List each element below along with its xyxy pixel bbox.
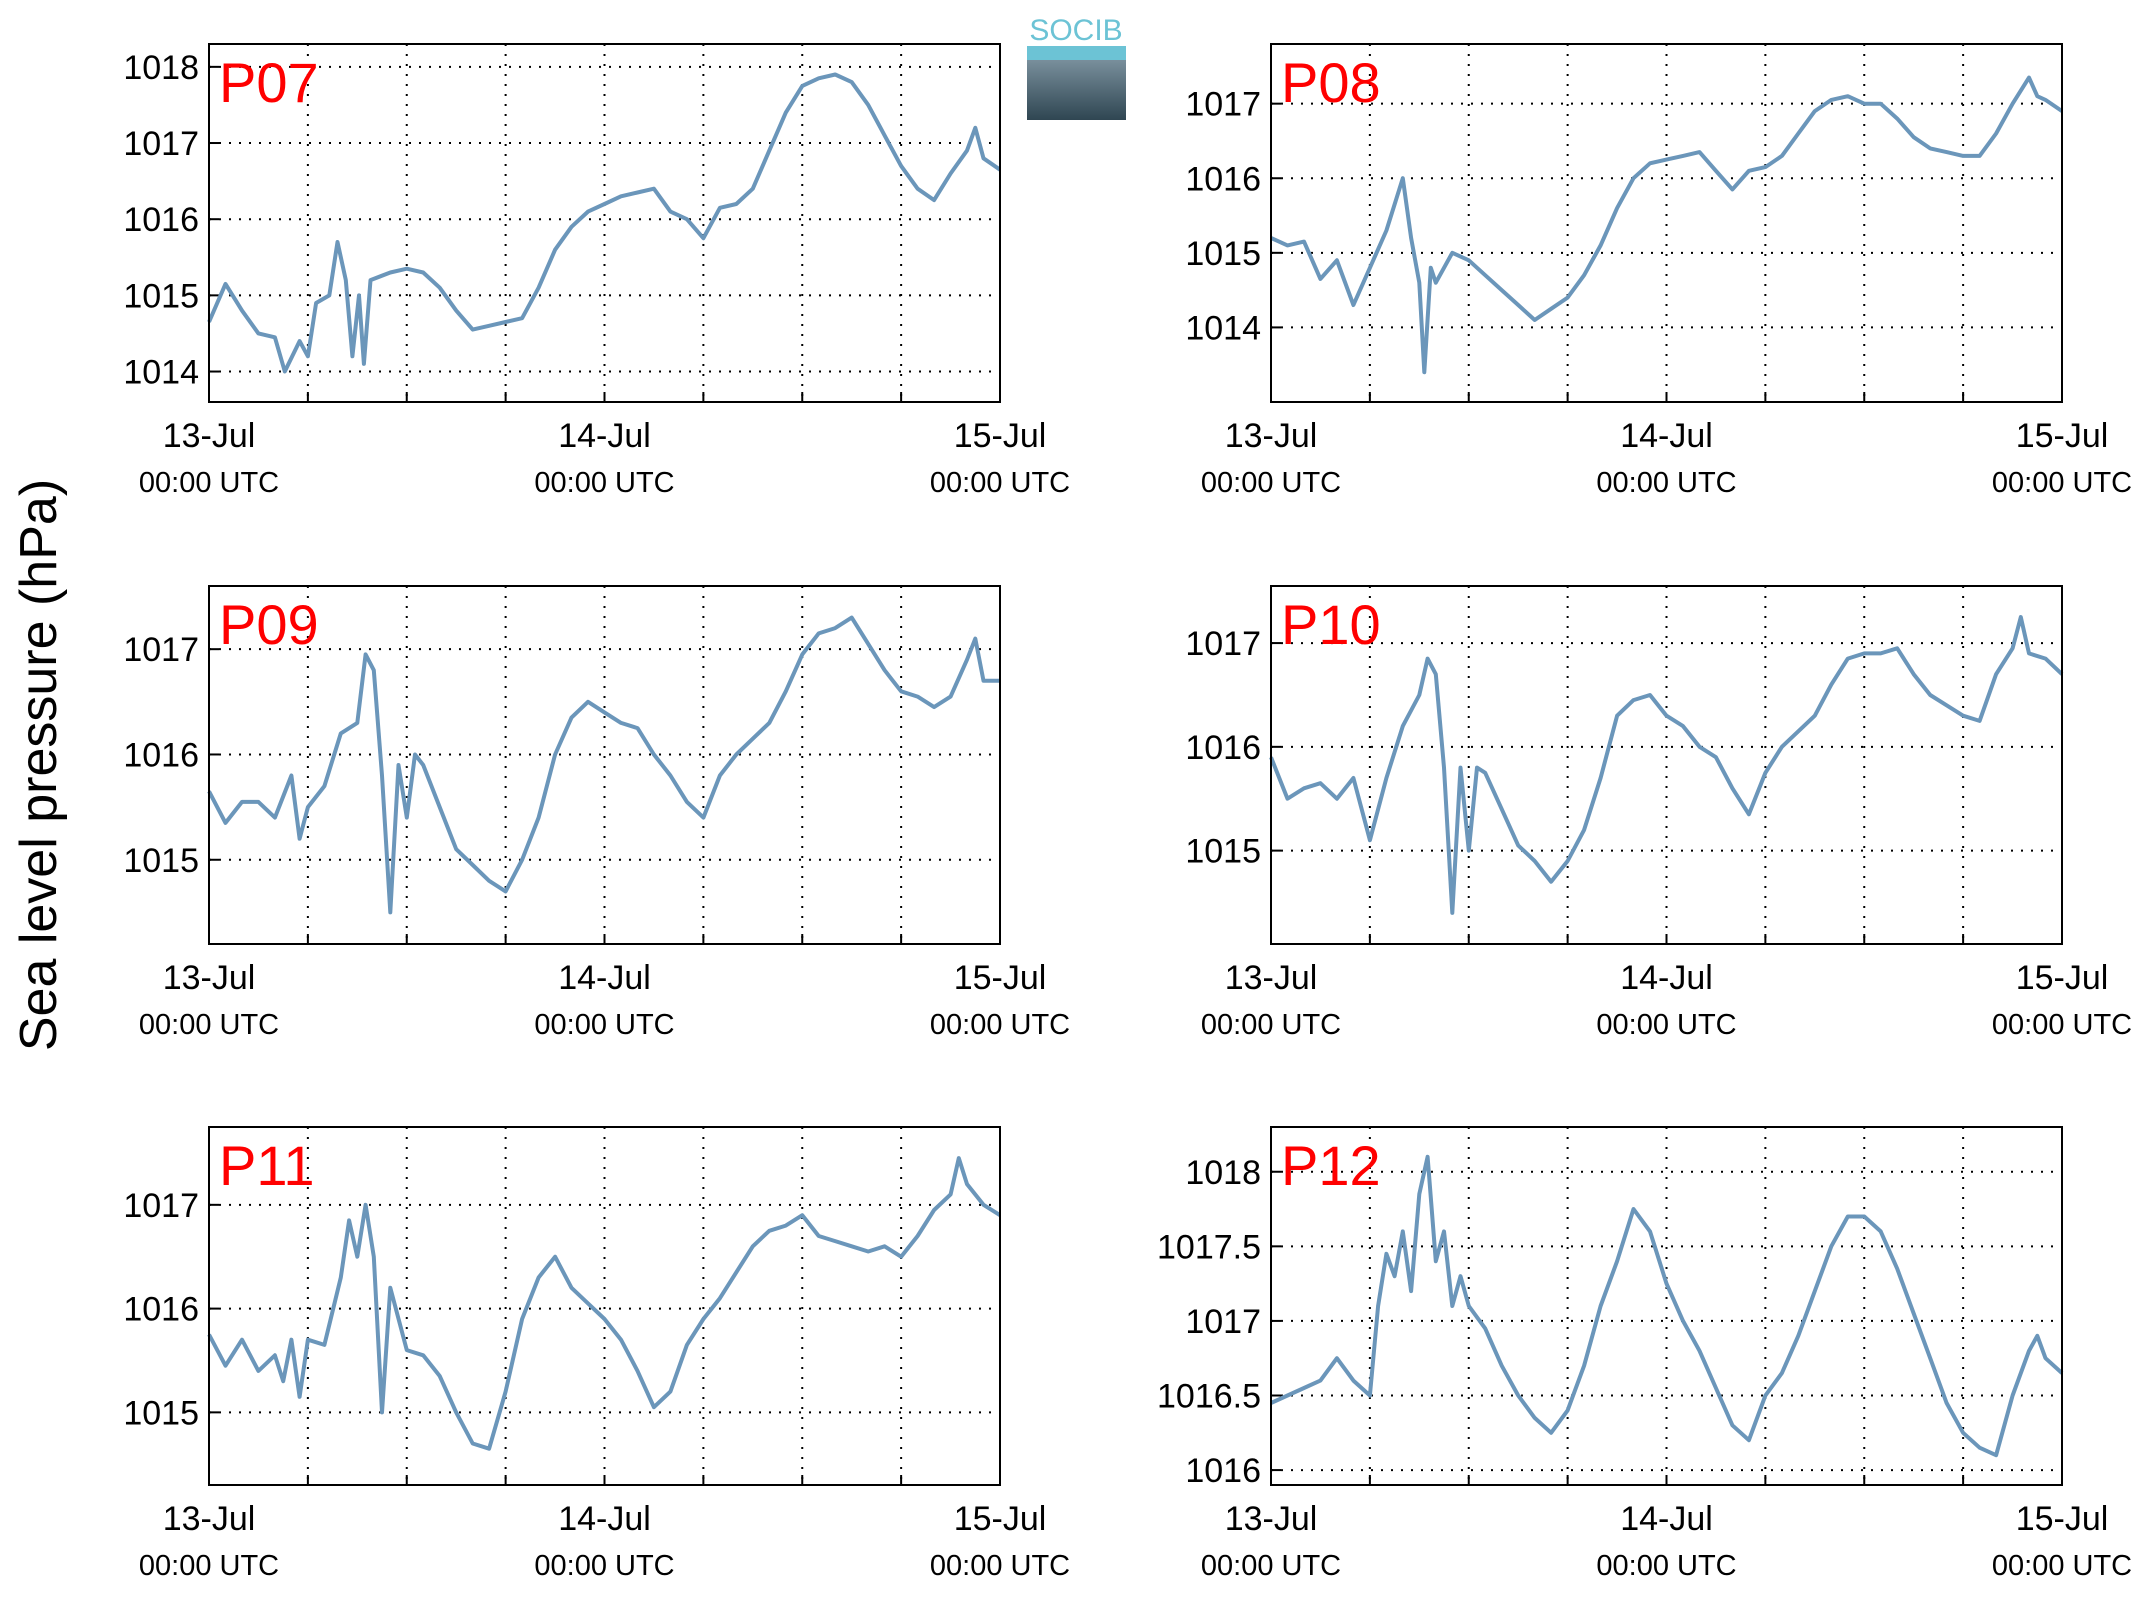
x-tick-sublabel: 00:00 UTC <box>534 467 674 499</box>
y-axis-label: Sea level pressure (hPa) <box>10 479 68 1051</box>
x-tick-label: 14-Jul <box>558 1500 651 1538</box>
x-tick-sublabel: 00:00 UTC <box>1992 467 2132 499</box>
data-line <box>207 615 1000 915</box>
panel: 1015 1016 1017 13-Jul 00:00 UTC 14-Jul 00:00 U… <box>1185 585 2132 1041</box>
x-tick-label: 14-Jul <box>1620 417 1713 455</box>
x-tick-sublabel: 00:00 UTC <box>139 1550 279 1582</box>
x-tick-sublabel: 00:00 UTC <box>139 1009 279 1041</box>
y-tick-label: 1016 <box>1185 160 1261 198</box>
data-line <box>207 72 1002 374</box>
panel-title: P07 <box>219 51 319 114</box>
y-tick-label: 1016 <box>1185 729 1261 767</box>
plot-frame <box>1270 43 2063 403</box>
x-tick-sublabel: 00:00 UTC <box>930 467 1070 499</box>
panel-title: P11 <box>219 1134 314 1197</box>
plot-frame <box>208 1126 1001 1486</box>
x-tick-label: 13-Jul <box>163 417 256 455</box>
data-line <box>1269 615 2064 915</box>
plot-area <box>209 586 1000 944</box>
panel: 1015 1016 1017 13-Jul 00:00 UTC 14-Jul 00:00 U… <box>123 585 1070 1041</box>
panel-title: P12 <box>1281 1134 1381 1197</box>
plot-frame <box>208 585 1001 945</box>
y-tick-label: 1017 <box>1185 86 1261 124</box>
x-tick-sublabel: 00:00 UTC <box>139 467 279 499</box>
x-tick-sublabel: 00:00 UTC <box>1992 1550 2132 1582</box>
y-tick-label: 1016 <box>123 1291 199 1329</box>
y-tick-label: 1015 <box>123 277 199 315</box>
x-tick-label: 15-Jul <box>954 959 1047 997</box>
panel: 1014 1015 1016 1017 1018 13-Jul 00:00 UTC 14-Ju… <box>123 43 1070 499</box>
y-tick-label: 1016 <box>123 736 199 774</box>
x-tick-label: 15-Jul <box>954 417 1047 455</box>
logo-band <box>1027 46 1126 60</box>
y-tick-label: 1015 <box>1185 833 1261 871</box>
y-tick-label: 1017 <box>123 1187 199 1225</box>
x-tick-label: 15-Jul <box>2016 959 2109 997</box>
plot-frame <box>208 43 1001 403</box>
panel-title: P10 <box>1281 593 1381 656</box>
y-tick-label: 1016 <box>1185 1452 1261 1490</box>
panel: 1015 1016 1017 13-Jul 00:00 UTC 14-Jul 00:00 U… <box>123 1126 1070 1582</box>
plot-area <box>209 44 1000 402</box>
plot-frame <box>1270 1126 2063 1486</box>
x-tick-label: 13-Jul <box>1225 1500 1318 1538</box>
x-tick-sublabel: 00:00 UTC <box>534 1550 674 1582</box>
x-tick-sublabel: 00:00 UTC <box>1201 467 1341 499</box>
y-tick-label: 1016.5 <box>1157 1378 1261 1416</box>
logo-text: SOCIB <box>1029 14 1122 47</box>
x-tick-label: 13-Jul <box>163 1500 256 1538</box>
panel: 1014 1015 1016 1017 13-Jul 00:00 UTC 14-Jul 00:… <box>1185 43 2132 499</box>
x-tick-sublabel: 00:00 UTC <box>930 1550 1070 1582</box>
y-tick-label: 1015 <box>123 1394 199 1432</box>
y-tick-label: 1017.5 <box>1157 1228 1261 1266</box>
data-line <box>1270 1154 2064 1458</box>
plot-area <box>1271 1127 2062 1485</box>
y-tick-label: 1017 <box>123 125 199 163</box>
x-tick-sublabel: 00:00 UTC <box>1201 1009 1341 1041</box>
y-tick-label: 1017 <box>123 631 199 669</box>
x-tick-sublabel: 00:00 UTC <box>1596 1550 1736 1582</box>
logo: SOCIB <box>1027 14 1126 120</box>
y-tick-label: 1015 <box>123 842 199 880</box>
panel: 1016 1016.5 1017 1017.5 1018 13-Jul 00:00 UTC 1… <box>1157 1126 2132 1582</box>
y-tick-label: 1014 <box>123 354 199 392</box>
x-tick-sublabel: 00:00 UTC <box>1201 1550 1341 1582</box>
y-tick-label: 1018 <box>123 49 199 87</box>
y-tick-label: 1017 <box>1185 625 1261 663</box>
x-tick-label: 14-Jul <box>558 417 651 455</box>
data-line <box>1270 75 2064 375</box>
plot-frame <box>1270 585 2063 945</box>
panel-title: P08 <box>1281 51 1381 114</box>
x-tick-label: 15-Jul <box>2016 1500 2109 1538</box>
x-tick-label: 15-Jul <box>954 1500 1047 1538</box>
x-tick-sublabel: 00:00 UTC <box>1596 467 1736 499</box>
x-tick-label: 15-Jul <box>2016 417 2109 455</box>
y-tick-label: 1016 <box>123 201 199 239</box>
x-tick-sublabel: 00:00 UTC <box>534 1009 674 1041</box>
x-tick-sublabel: 00:00 UTC <box>1992 1009 2132 1041</box>
x-tick-label: 13-Jul <box>1225 417 1318 455</box>
data-line <box>207 1156 1002 1451</box>
y-tick-label: 1014 <box>1185 309 1261 347</box>
x-tick-sublabel: 00:00 UTC <box>930 1009 1070 1041</box>
x-tick-label: 13-Jul <box>1225 959 1318 997</box>
y-tick-label: 1015 <box>1185 235 1261 273</box>
x-tick-sublabel: 00:00 UTC <box>1596 1009 1736 1041</box>
y-tick-label: 1017 <box>1185 1303 1261 1341</box>
panel-title: P09 <box>219 593 319 656</box>
x-tick-label: 14-Jul <box>1620 959 1713 997</box>
plot-area <box>1271 586 2062 944</box>
x-tick-label: 13-Jul <box>163 959 256 997</box>
x-tick-label: 14-Jul <box>558 959 651 997</box>
x-tick-label: 14-Jul <box>1620 1500 1713 1538</box>
plot-area <box>209 1127 1000 1485</box>
y-tick-label: 1018 <box>1185 1154 1261 1192</box>
